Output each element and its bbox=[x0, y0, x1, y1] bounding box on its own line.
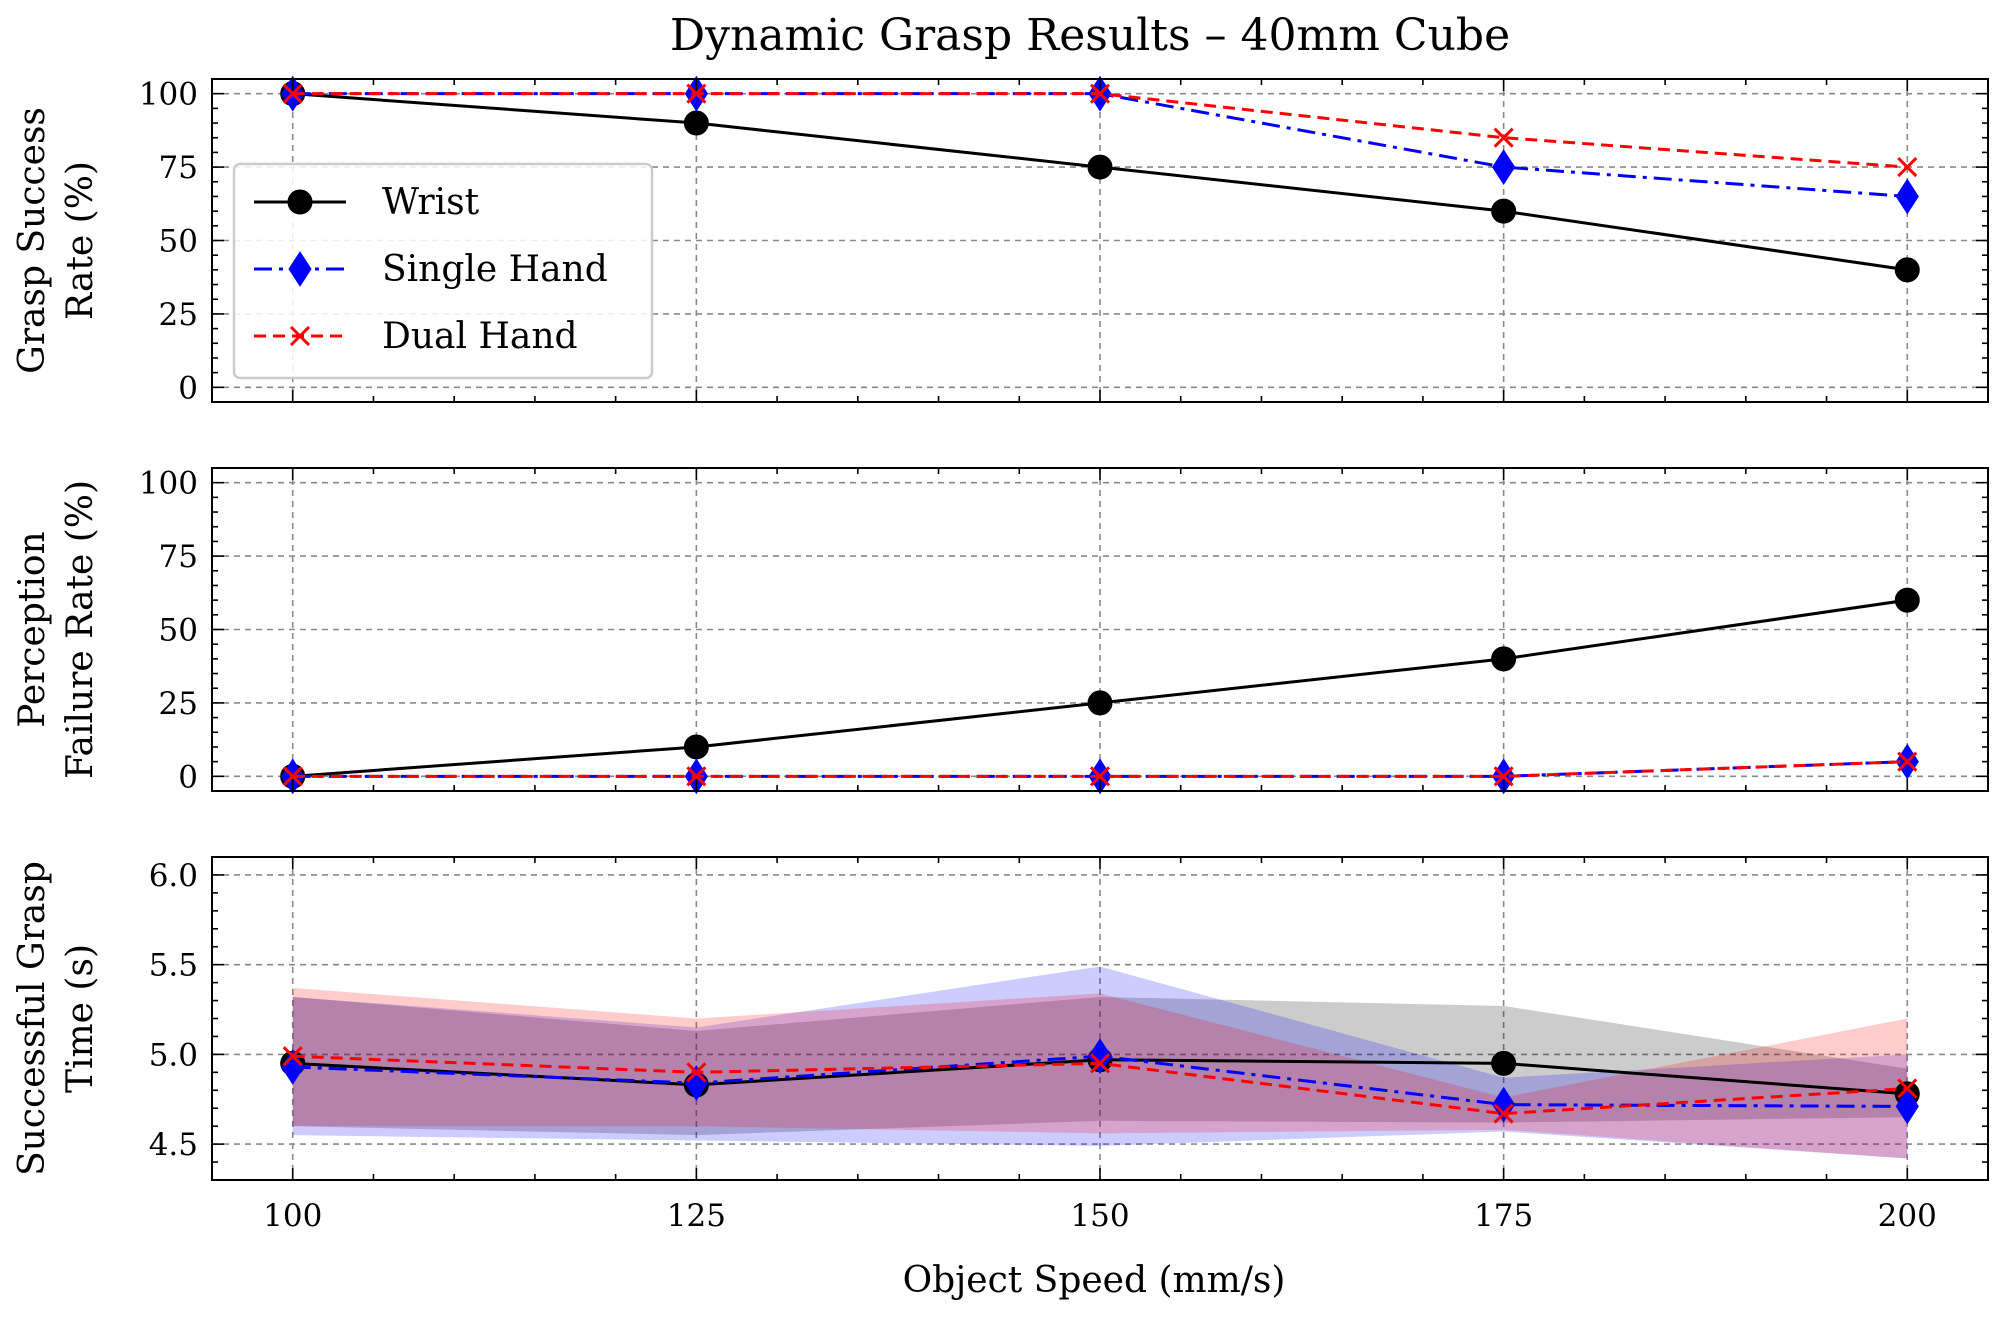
data-point-dual-hand bbox=[686, 1062, 707, 1083]
x-tick-label: 150 bbox=[1070, 1198, 1129, 1234]
y-tick-label: 4.5 bbox=[149, 1127, 198, 1163]
data-point-dual-hand bbox=[1897, 1078, 1918, 1099]
y-axis-label: Perception Failure Rate (%) bbox=[12, 480, 101, 779]
y-tick-label: 100 bbox=[139, 77, 198, 113]
legend: Wrist Single Hand Dual Hand bbox=[232, 162, 654, 380]
y-tick-label: 75 bbox=[159, 150, 198, 186]
series-dual-hand bbox=[282, 1046, 1918, 1124]
y-tick-label: 50 bbox=[159, 224, 198, 260]
y-tick-label: 0 bbox=[178, 759, 198, 795]
data-point-single-hand bbox=[1492, 149, 1516, 186]
x-tick-label: 100 bbox=[263, 1198, 322, 1234]
y-axis-label-line: Successful Grasp bbox=[12, 861, 53, 1176]
series-dual-hand bbox=[282, 751, 1918, 787]
y-tick-label: 25 bbox=[159, 297, 198, 333]
x-tick-label: 200 bbox=[1878, 1198, 1937, 1234]
legend-label: Dual Hand bbox=[382, 316, 578, 357]
data-point-wrist bbox=[1491, 646, 1517, 672]
data-point-wrist bbox=[683, 734, 709, 760]
x-tick-label: 175 bbox=[1474, 1198, 1533, 1234]
data-point-dual-hand bbox=[282, 83, 303, 104]
y-tick-label: 5.0 bbox=[149, 1037, 198, 1073]
data-point-wrist bbox=[1894, 587, 1920, 613]
data-point-dual-hand bbox=[282, 1046, 303, 1067]
legend-entry-single-hand: Single Hand bbox=[254, 249, 608, 290]
data-point-dual-hand bbox=[282, 766, 303, 787]
ticks bbox=[211, 856, 1989, 1181]
data-point-wrist bbox=[1087, 154, 1113, 180]
data-point-dual-hand bbox=[686, 766, 707, 787]
y-tick-label: 25 bbox=[159, 686, 198, 722]
data-point-dual-hand bbox=[1897, 157, 1918, 178]
y-tick-label: 50 bbox=[159, 613, 198, 649]
y-axis-label-line: Perception bbox=[12, 531, 53, 727]
panel-3: 4.5 5.0 5.5 6.0 100 125 150 175 200 Successful Gr… bbox=[12, 856, 1989, 1234]
data-point-wrist bbox=[1087, 690, 1113, 716]
panel-1: 0 25 50 75 100 Grasp Success Rate (%) bbox=[12, 75, 1989, 406]
x-axis-label: Object Speed (mm/s) bbox=[903, 1260, 1286, 1301]
chart-title: Dynamic Grasp Results – 40mm Cube bbox=[670, 10, 1510, 61]
legend-label: Wrist bbox=[382, 182, 480, 223]
y-tick-label: 75 bbox=[159, 539, 198, 575]
legend-entry-dual-hand: Dual Hand bbox=[254, 316, 578, 357]
legend-swatch-marker bbox=[287, 189, 313, 215]
data-point-dual-hand bbox=[1089, 766, 1111, 787]
x-tick-label: 125 bbox=[667, 1198, 726, 1234]
y-tick-label: 0 bbox=[178, 370, 198, 406]
ticks bbox=[211, 467, 1989, 792]
legend-swatch-marker bbox=[289, 325, 311, 347]
data-point-dual-hand bbox=[1493, 127, 1514, 148]
y-tick-label: 6.0 bbox=[149, 858, 198, 894]
data-point-single-hand bbox=[1895, 178, 1919, 215]
ticks bbox=[211, 78, 1989, 403]
data-point-dual-hand bbox=[1493, 766, 1514, 787]
data-point-wrist bbox=[1894, 257, 1920, 283]
data-point-dual-hand bbox=[686, 83, 707, 104]
y-axis-label-line: Failure Rate (%) bbox=[60, 480, 101, 779]
y-axis-label: Grasp Success Rate (%) bbox=[12, 107, 101, 374]
series-dual-hand bbox=[282, 83, 1918, 178]
y-tick-label: 5.5 bbox=[149, 948, 198, 984]
data-point-single-hand bbox=[281, 1049, 305, 1085]
data-point-single-hand bbox=[684, 1065, 708, 1102]
data-point-dual-hand bbox=[1089, 1053, 1111, 1074]
data-point-wrist bbox=[1491, 198, 1517, 224]
y-axis-label-line: Grasp Success bbox=[12, 107, 53, 374]
panels: 0 25 50 75 100 Grasp Success Rate (%) 0 25 50 75 10… bbox=[12, 75, 1989, 1234]
legend-box bbox=[232, 162, 654, 380]
data-point-dual-hand bbox=[1493, 1103, 1514, 1124]
data-point-dual-hand bbox=[1089, 83, 1111, 104]
y-tick-label: 100 bbox=[139, 466, 198, 502]
legend-entry-wrist: Wrist bbox=[254, 182, 480, 223]
y-axis-label: Successful Grasp Time (s) bbox=[12, 861, 101, 1176]
legend-label: Single Hand bbox=[382, 249, 608, 290]
legend-swatch-marker bbox=[288, 251, 312, 287]
panel-2: 0 25 50 75 100 Perception Failure Rate (%) bbox=[12, 466, 1989, 795]
y-axis-label-line: Time (s) bbox=[60, 944, 101, 1093]
data-point-wrist bbox=[683, 110, 709, 136]
gridlines bbox=[212, 857, 1988, 1180]
gridlines bbox=[212, 468, 1988, 791]
data-point-wrist bbox=[1491, 1050, 1517, 1076]
data-point-dual-hand bbox=[1897, 751, 1918, 772]
y-axis-label-line: Rate (%) bbox=[60, 161, 101, 320]
data-point-single-hand bbox=[1895, 1088, 1919, 1125]
